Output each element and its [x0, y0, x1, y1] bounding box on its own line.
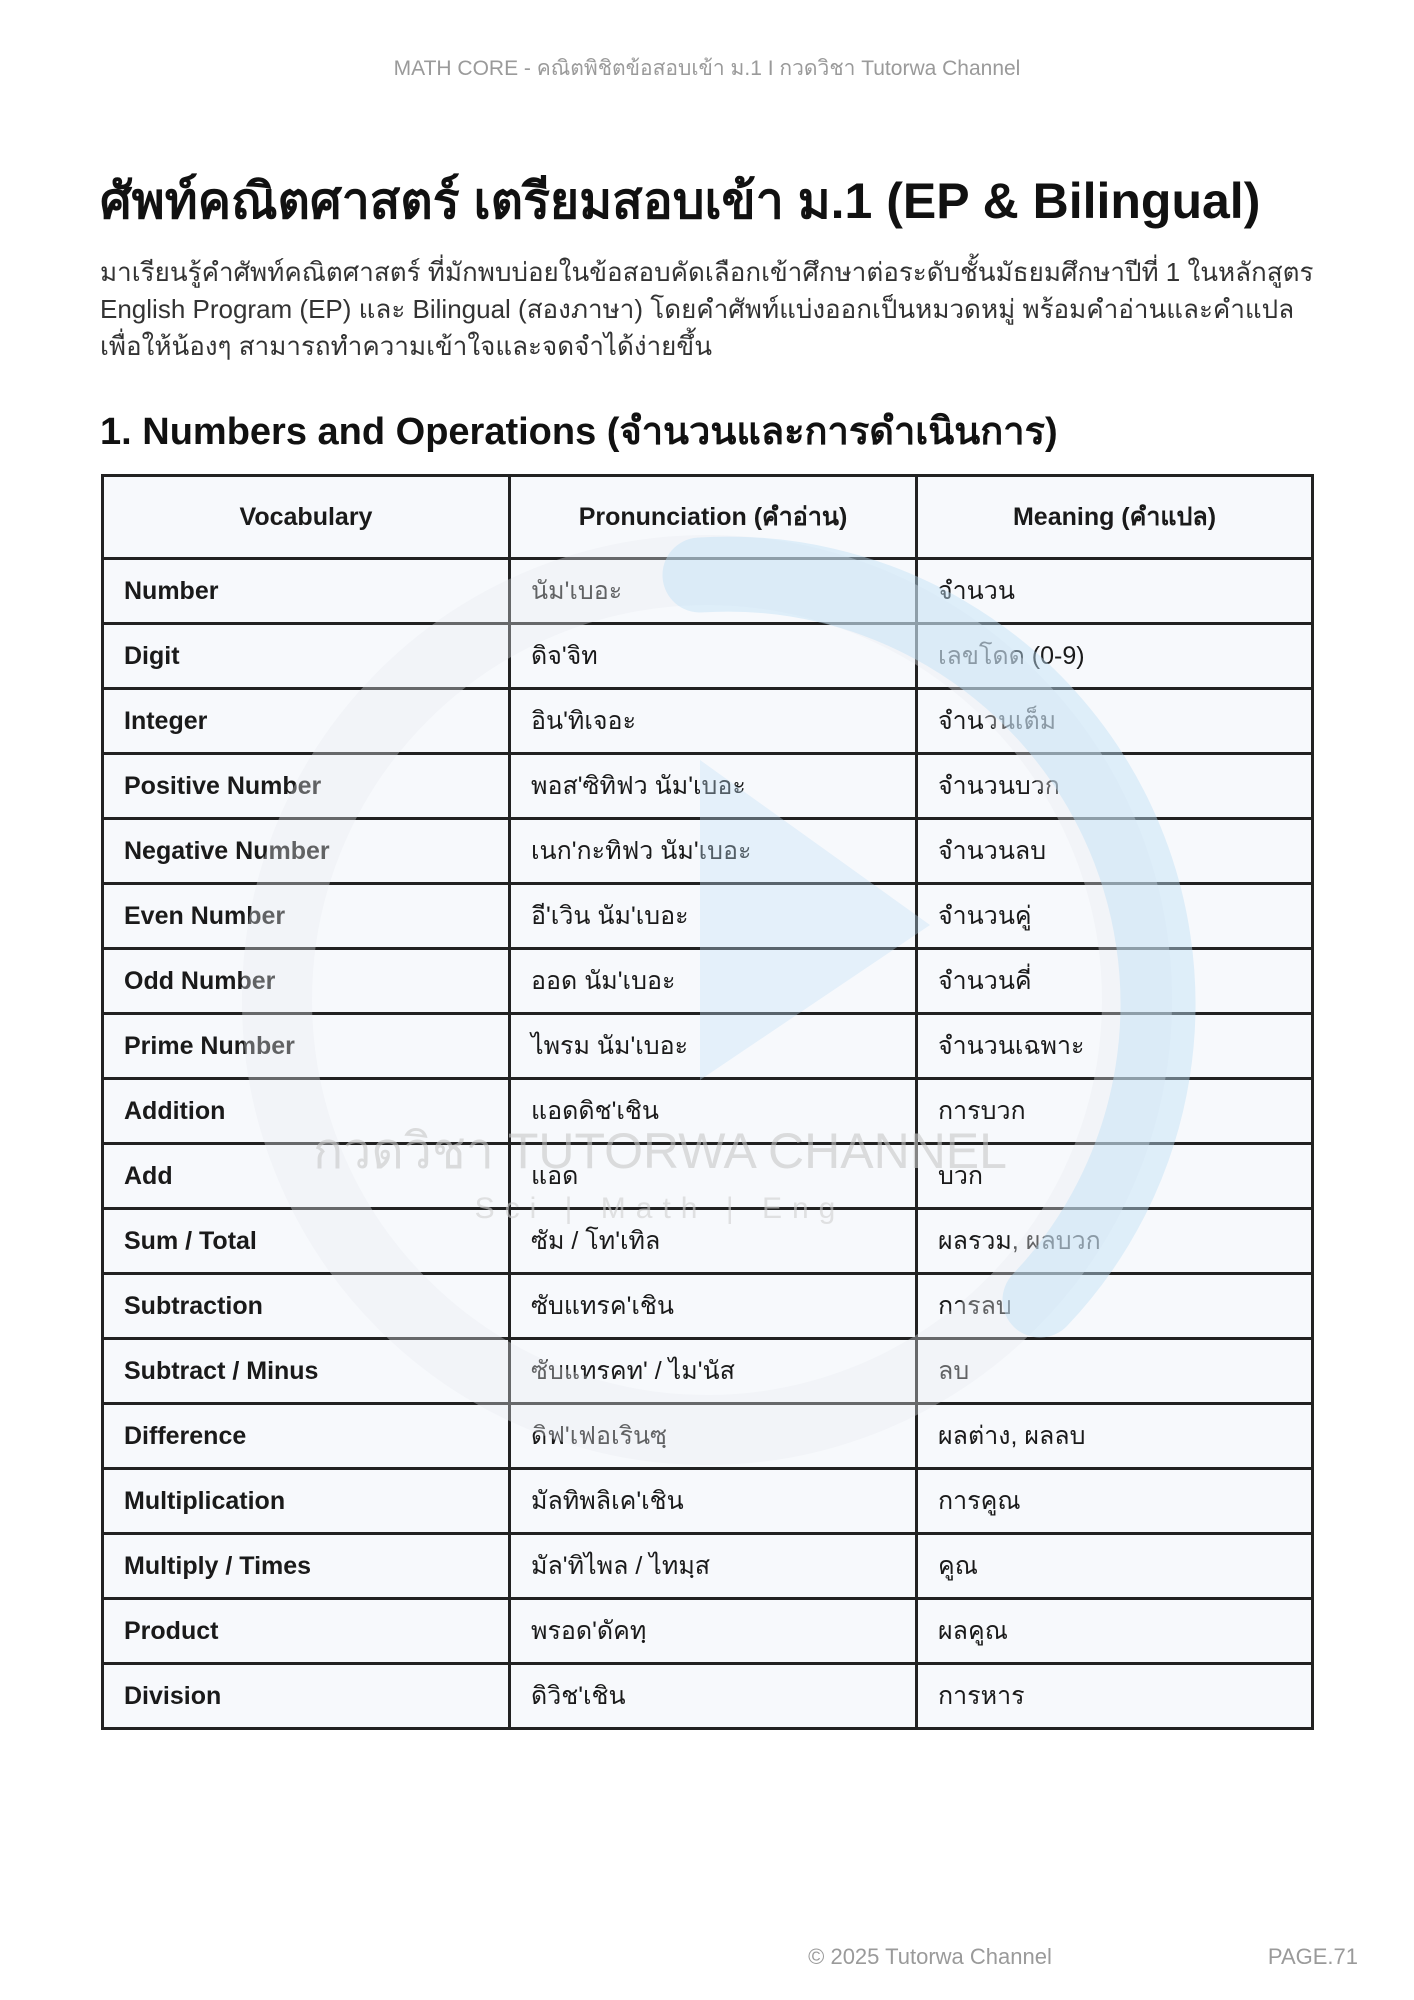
table-row: Subtract / Minus ซับแทรคท' / ไม'นัส ลบ — [101, 1337, 1314, 1405]
meaning-cell: ลบ — [915, 1337, 1314, 1405]
meaning-cell: คูณ — [915, 1532, 1314, 1600]
vocabulary-cell: Prime Number — [101, 1012, 511, 1080]
vocabulary-cell: Product — [101, 1597, 511, 1665]
vocabulary-cell: Multiply / Times — [101, 1532, 511, 1600]
vocabulary-table: Vocabulary Pronunciation (คำอ่าน) Meanin… — [101, 474, 1314, 1730]
vocabulary-cell: Number — [101, 557, 511, 625]
pronunciation-cell: ซับแทรคท' / ไม'นัส — [508, 1337, 918, 1405]
meaning-cell: จำนวนบวก — [915, 752, 1314, 820]
table-row: Multiplication มัลทิพลิเค'เชิน การคูณ — [101, 1467, 1314, 1535]
meaning-cell: การคูณ — [915, 1467, 1314, 1535]
table-row: Sum / Total ซัม / โท'เทิล ผลรวม, ผลบวก — [101, 1207, 1314, 1275]
column-header-vocabulary: Vocabulary — [101, 474, 511, 560]
vocabulary-cell: Odd Number — [101, 947, 511, 1015]
table-row: Difference ดิฟ'เฟอเรินซฺ ผลต่าง, ผลลบ — [101, 1402, 1314, 1470]
table-row: Negative Number เนก'กะทิฟว นัม'เบอะ จำนวนล… — [101, 817, 1314, 885]
vocabulary-cell: Sum / Total — [101, 1207, 511, 1275]
pronunciation-cell: ออด นัม'เบอะ — [508, 947, 918, 1015]
table-row: Add แอด บวก — [101, 1142, 1314, 1210]
table-row: Even Number อี'เวิน นัม'เบอะ จำนวนคู่ — [101, 882, 1314, 950]
vocabulary-cell: Subtraction — [101, 1272, 511, 1340]
meaning-cell: ผลต่าง, ผลลบ — [915, 1402, 1314, 1470]
page-title: ศัพท์คณิตศาสตร์ เตรียมสอบเข้า ม.1 (EP & … — [100, 173, 1261, 229]
vocabulary-cell: Addition — [101, 1077, 511, 1145]
meaning-cell: ผลคูณ — [915, 1597, 1314, 1665]
pronunciation-cell: พรอด'ดัคทฺ — [508, 1597, 918, 1665]
column-header-meaning: Meaning (คำแปล) — [915, 474, 1314, 560]
pronunciation-cell: มัล'ทิไพล / ไทมฺส — [508, 1532, 918, 1600]
table-row: Division ดิวิช'เชิน การหาร — [101, 1662, 1314, 1730]
vocabulary-cell: Integer — [101, 687, 511, 755]
vocabulary-cell: Positive Number — [101, 752, 511, 820]
meaning-cell: จำนวนลบ — [915, 817, 1314, 885]
vocabulary-cell: Add — [101, 1142, 511, 1210]
meaning-cell: บวก — [915, 1142, 1314, 1210]
table-row: Number นัม'เบอะ จำนวน — [101, 557, 1314, 625]
page-number: PAGE.71 — [1267, 1944, 1358, 1969]
meaning-cell: จำนวนคู่ — [915, 882, 1314, 950]
footer-copyright: © 2025 Tutorwa Channel — [808, 1944, 1052, 1969]
pronunciation-cell: มัลทิพลิเค'เชิน — [508, 1467, 918, 1535]
section-heading: 1. Numbers and Operations (จำนวนและการดำ… — [100, 411, 1058, 453]
vocabulary-cell: Division — [101, 1662, 511, 1730]
vocabulary-cell: Subtract / Minus — [101, 1337, 511, 1405]
meaning-cell: เลขโดด (0-9) — [915, 622, 1314, 690]
meaning-cell: จำนวน — [915, 557, 1314, 625]
pronunciation-cell: ไพรม นัม'เบอะ — [508, 1012, 918, 1080]
pronunciation-cell: อี'เวิน นัม'เบอะ — [508, 882, 918, 950]
table-row: Odd Number ออด นัม'เบอะ จำนวนคี่ — [101, 947, 1314, 1015]
meaning-cell: การลบ — [915, 1272, 1314, 1340]
pronunciation-cell: ดิวิช'เชิน — [508, 1662, 918, 1730]
meaning-cell: การบวก — [915, 1077, 1314, 1145]
table-header-row: Vocabulary Pronunciation (คำอ่าน) Meanin… — [101, 474, 1314, 560]
table-row: Prime Number ไพรม นัม'เบอะ จำนวนเฉพาะ — [101, 1012, 1314, 1080]
pronunciation-cell: พอส'ซิทิฟว นัม'เบอะ — [508, 752, 918, 820]
meaning-cell: จำนวนเฉพาะ — [915, 1012, 1314, 1080]
running-header: MATH CORE - คณิตพิชิตข้อสอบเข้า ม.1 I กว… — [393, 57, 1021, 80]
meaning-cell: จำนวนคี่ — [915, 947, 1314, 1015]
vocabulary-cell: Multiplication — [101, 1467, 511, 1535]
pronunciation-cell: เนก'กะทิฟว นัม'เบอะ — [508, 817, 918, 885]
vocabulary-cell: Digit — [101, 622, 511, 690]
meaning-cell: ผลรวม, ผลบวก — [915, 1207, 1314, 1275]
pronunciation-cell: แอดดิช'เชิน — [508, 1077, 918, 1145]
table-row: Multiply / Times มัล'ทิไพล / ไทมฺส คูณ — [101, 1532, 1314, 1600]
vocabulary-cell: Difference — [101, 1402, 511, 1470]
table-row: Product พรอด'ดัคทฺ ผลคูณ — [101, 1597, 1314, 1665]
table-row: Digit ดิจ'จิท เลขโดด (0-9) — [101, 622, 1314, 690]
vocabulary-cell: Negative Number — [101, 817, 511, 885]
table-row: Subtraction ซับแทรค'เชิน การลบ — [101, 1272, 1314, 1340]
column-header-pronunciation: Pronunciation (คำอ่าน) — [508, 474, 918, 560]
meaning-cell: จำนวนเต็ม — [915, 687, 1314, 755]
vocabulary-cell: Even Number — [101, 882, 511, 950]
table-row: Positive Number พอส'ซิทิฟว นัม'เบอะ จำนวนบ… — [101, 752, 1314, 820]
meaning-cell: การหาร — [915, 1662, 1314, 1730]
table-row: Addition แอดดิช'เชิน การบวก — [101, 1077, 1314, 1145]
pronunciation-cell: ดิฟ'เฟอเรินซฺ — [508, 1402, 918, 1470]
pronunciation-cell: แอด — [508, 1142, 918, 1210]
pronunciation-cell: ดิจ'จิท — [508, 622, 918, 690]
pronunciation-cell: ซัม / โท'เทิล — [508, 1207, 918, 1275]
pronunciation-cell: อิน'ทิเจอะ — [508, 687, 918, 755]
pronunciation-cell: ซับแทรค'เชิน — [508, 1272, 918, 1340]
intro-paragraph: มาเรียนรู้คำศัพท์คณิตศาสตร์ ที่มักพบบ่อย… — [100, 257, 1314, 361]
table-row: Integer อิน'ทิเจอะ จำนวนเต็ม — [101, 687, 1314, 755]
pronunciation-cell: นัม'เบอะ — [508, 557, 918, 625]
